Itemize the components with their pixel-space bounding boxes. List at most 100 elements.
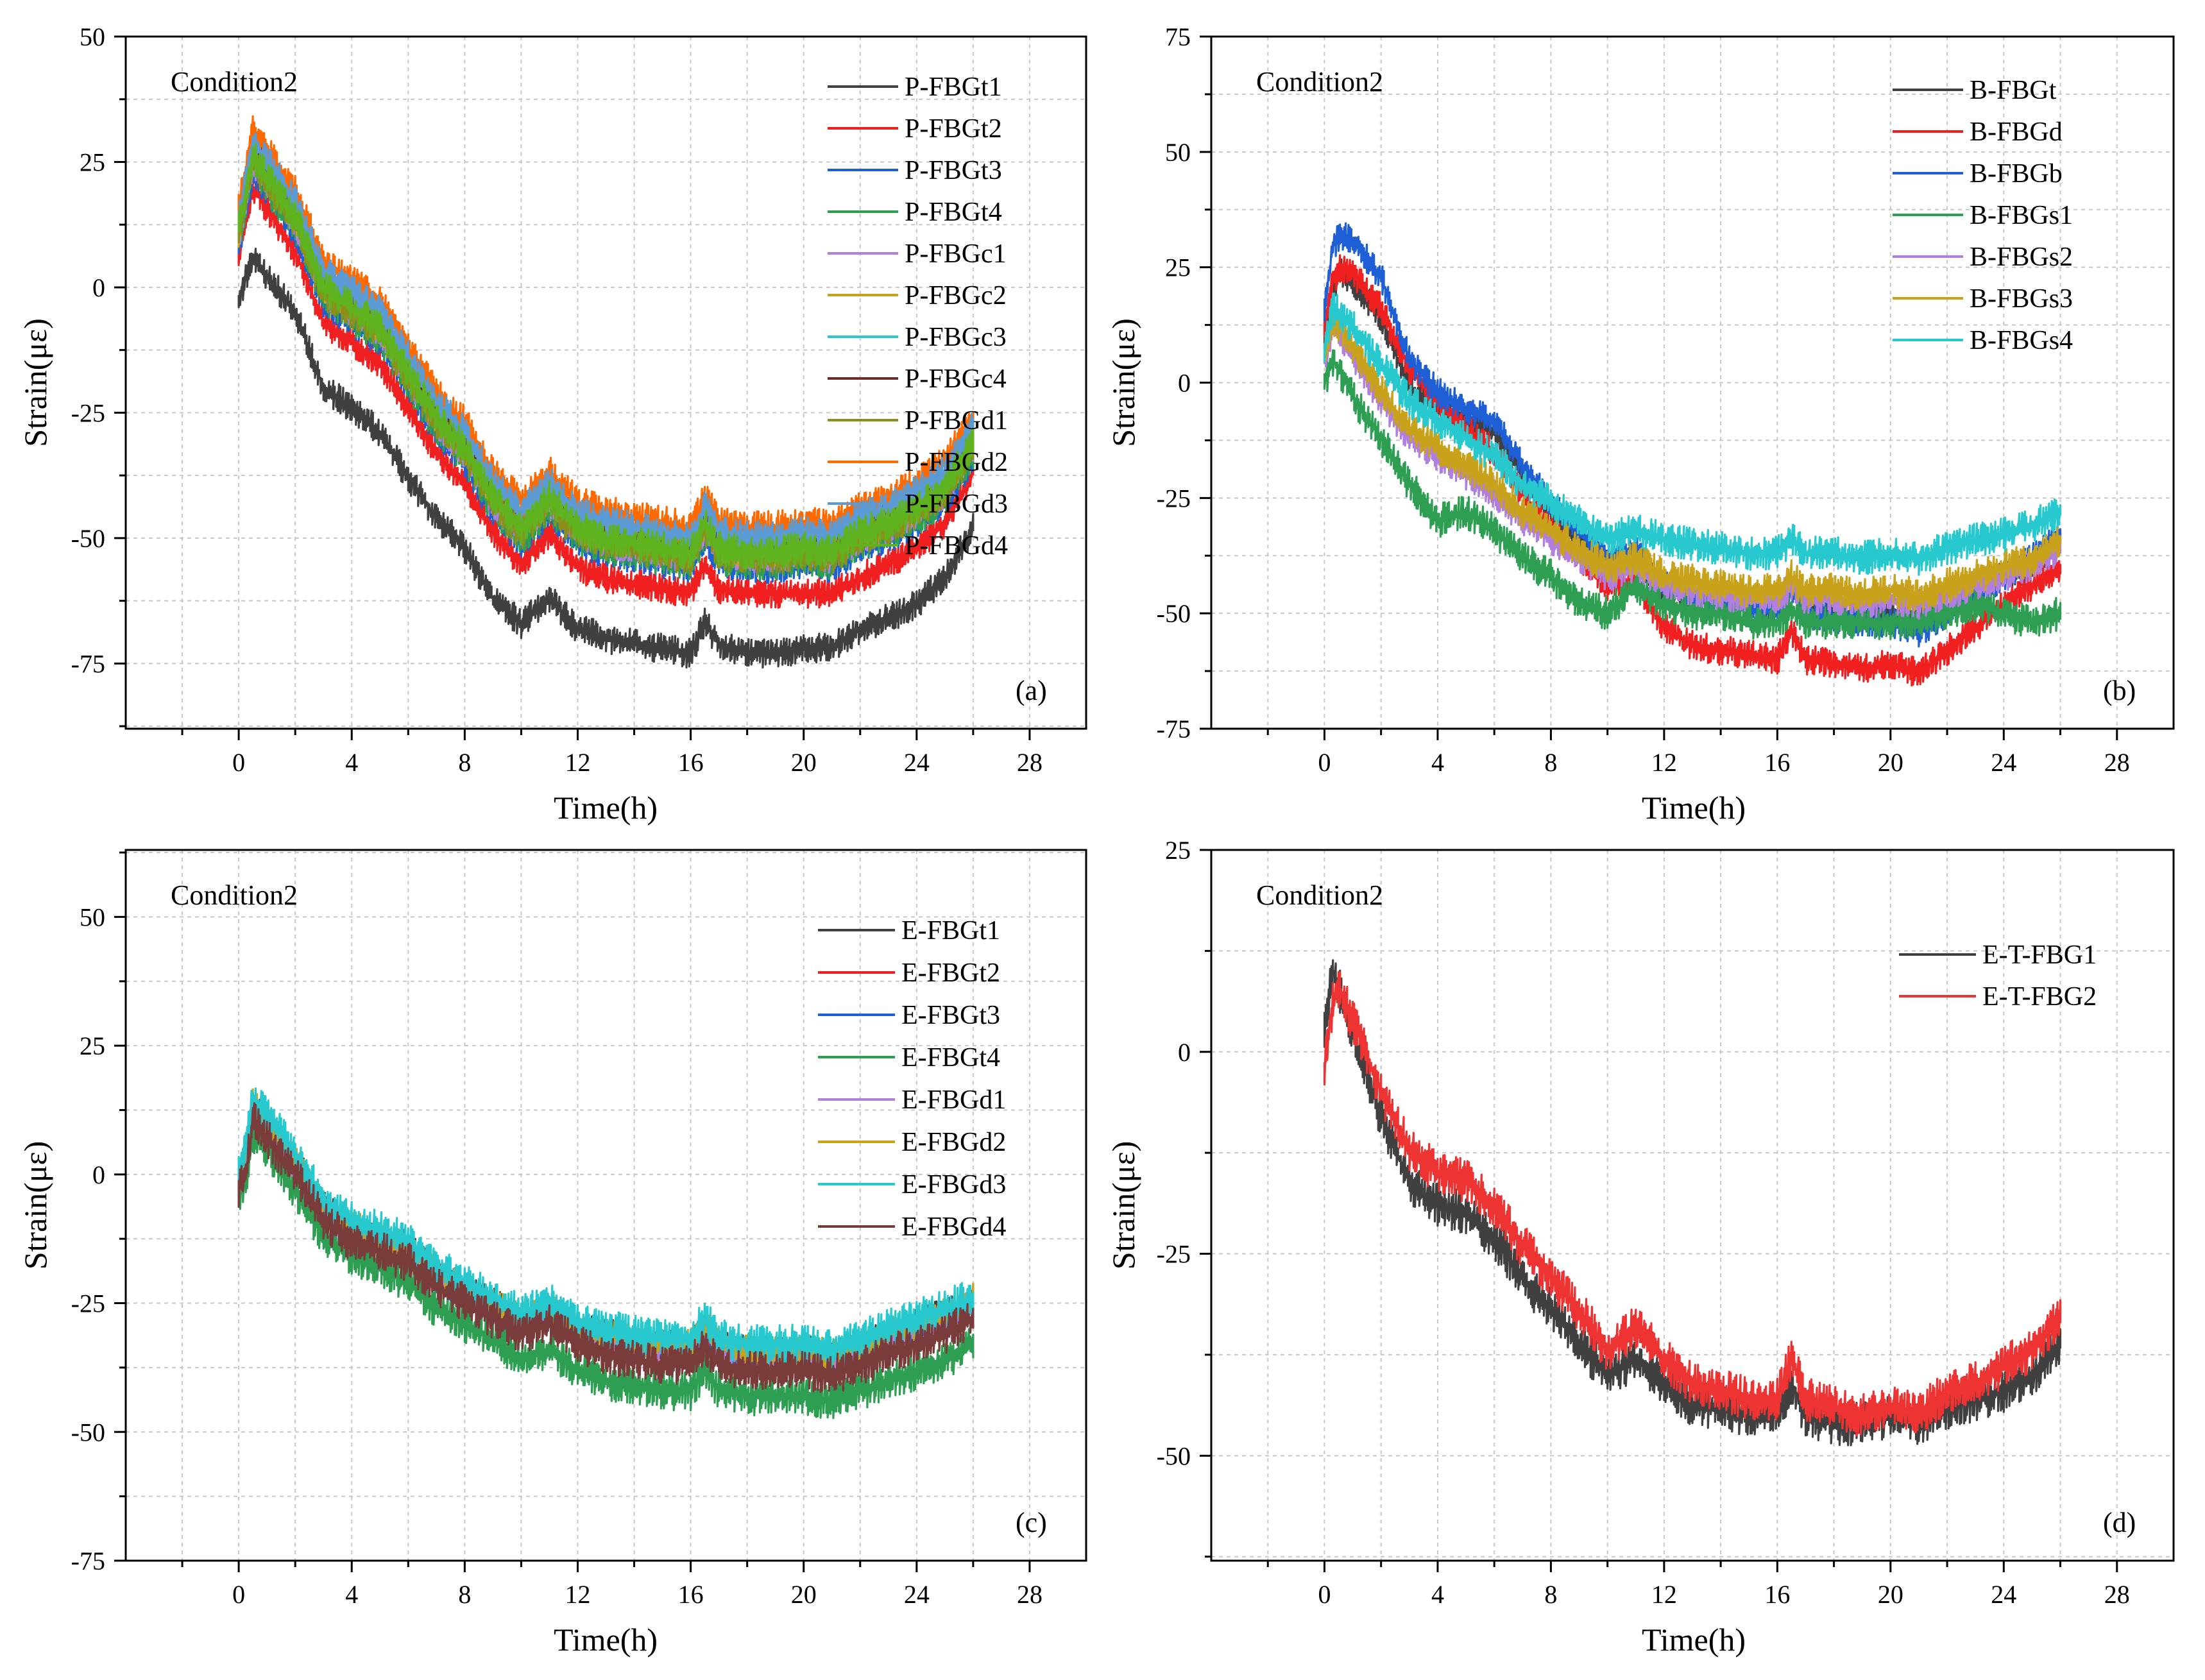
legend-label: P-FBGt3 <box>905 156 1002 185</box>
x-tick-label: 20 <box>791 748 817 777</box>
x-tick-label: 24 <box>1991 1580 2016 1609</box>
legend-label: B-FBGs2 <box>1970 242 2073 272</box>
x-tick-label: 20 <box>791 1580 817 1609</box>
y-tick-label: 50 <box>1165 138 1191 167</box>
condition-annotation: Condition2 <box>1256 66 1383 98</box>
panel-label: (c) <box>1016 1507 1047 1538</box>
legend-label: B-FBGs4 <box>1970 326 2073 355</box>
x-tick-label: 0 <box>232 748 245 777</box>
legend-label: E-FBGt1 <box>901 916 1000 946</box>
panel-label: (d) <box>2103 1507 2136 1538</box>
legend: E-T-FBG1 E-T-FBG2 <box>1899 940 2097 1012</box>
x-axis-title: Time(h) <box>1642 1622 1746 1658</box>
series-line-p-fbgd4 <box>237 142 975 570</box>
x-tick-label: 24 <box>904 748 930 777</box>
legend-label: P-FBGc2 <box>905 281 1007 310</box>
x-tick-label: 28 <box>2104 748 2130 777</box>
y-tick-label: -75 <box>71 1547 105 1575</box>
y-tick-label: -25 <box>1157 1240 1191 1269</box>
x-tick-label: 4 <box>345 1580 358 1609</box>
panel-d: 0 4 8 12 16 20 24 28 -50 -25 0 25 Time(h) Strain(με) C… <box>1105 836 2175 1658</box>
legend-label: B-FBGt <box>1970 76 2057 105</box>
plot-frame <box>124 849 1087 1562</box>
y-tick-label: -50 <box>1157 599 1191 628</box>
y-tick-label: 0 <box>1178 369 1191 398</box>
y-tick-label: -25 <box>71 398 105 427</box>
legend: E-FBGt1 E-FBGt2 E-FBGt3 E-FBGt4 E-FBGd1 E-FBG… <box>818 916 1006 1242</box>
panel-label: (a) <box>1016 675 1047 706</box>
legend-label: P-FBGd1 <box>905 406 1008 436</box>
plot-frame <box>1210 849 2175 1562</box>
legend-label: P-FBGd4 <box>905 531 1008 561</box>
x-tick-label: 4 <box>345 748 358 777</box>
legend-label: E-T-FBG2 <box>1982 982 2097 1012</box>
x-tick-label: 8 <box>458 748 471 777</box>
legend-label: E-FBGd3 <box>901 1170 1006 1200</box>
series-line-e-fbgd3 <box>237 1087 975 1369</box>
y-tick-label: -50 <box>71 524 105 553</box>
x-tick-label: 0 <box>1318 748 1331 777</box>
x-tick-label: 12 <box>565 1580 590 1609</box>
y-axis-title: Strain(με) <box>1105 318 1141 447</box>
y-tick-label: 50 <box>80 22 105 51</box>
y-axis-title: Strain(με) <box>17 1141 53 1270</box>
x-tick-label: 0 <box>1318 1580 1331 1609</box>
legend-label: B-FBGs1 <box>1970 201 2073 230</box>
y-tick-label: 25 <box>80 1031 105 1060</box>
x-tick-label: 16 <box>678 1580 704 1609</box>
panel-label: (b) <box>2103 675 2136 706</box>
y-tick-label: 0 <box>92 1160 105 1189</box>
condition-annotation: Condition2 <box>171 879 298 911</box>
x-tick-label: 8 <box>1544 748 1557 777</box>
x-axis-title: Time(h) <box>1642 790 1746 826</box>
x-tick-label: 8 <box>1544 1580 1557 1609</box>
x-tick-label: 4 <box>1431 748 1444 777</box>
condition-annotation: Condition2 <box>1256 879 1383 911</box>
panel-c: 0 4 8 12 16 20 24 28 -75 -50 -25 0 25 50 Time(h) Strain… <box>17 849 1087 1658</box>
legend: P-FBGt1 P-FBGt2 P-FBGt3 P-FBGt4 P-FBGc1 P-FBG… <box>828 72 1008 561</box>
series-group <box>237 115 975 669</box>
y-tick-label: 0 <box>1178 1038 1191 1067</box>
panel-a: 0 4 8 12 16 20 24 28 -75 -50 -25 0 25 50 Time(h) Strain… <box>17 22 1087 826</box>
x-tick-label: 12 <box>1651 748 1677 777</box>
panel-b: 0 4 8 12 16 20 24 28 -75 -50 -25 0 25 50 75 Time(h) Stra… <box>1105 22 2175 826</box>
legend-label: E-FBGd4 <box>901 1212 1006 1242</box>
legend-label: P-FBGt2 <box>905 114 1002 144</box>
legend-label: B-FBGb <box>1970 159 2063 189</box>
y-tick-label: -25 <box>1157 484 1191 513</box>
y-tick-label: -50 <box>1157 1441 1191 1470</box>
legend-label: P-FBGc3 <box>905 323 1007 352</box>
y-tick-label: 25 <box>1165 253 1191 282</box>
x-tick-label: 20 <box>1878 1580 1903 1609</box>
x-tick-label: 24 <box>904 1580 930 1609</box>
series-line-e-fbgd4 <box>237 1102 975 1393</box>
legend-label: B-FBGd <box>1970 117 2063 147</box>
y-tick-label: 75 <box>1165 22 1191 51</box>
legend-label: P-FBGc4 <box>905 364 1007 394</box>
y-tick-label: -75 <box>71 649 105 678</box>
x-tick-label: 28 <box>2104 1580 2130 1609</box>
legend-label: P-FBGd2 <box>905 448 1008 477</box>
series-line-p-fbgt1 <box>237 248 975 669</box>
legend: B-FBGt B-FBGd B-FBGb B-FBGs1 B-FBGs2 B-FBGs3 B… <box>1893 76 2073 355</box>
legend-label: E-T-FBG1 <box>1982 940 2097 970</box>
series-group <box>1323 959 2062 1447</box>
x-tick-label: 16 <box>678 748 704 777</box>
x-tick-label: 0 <box>232 1580 245 1609</box>
series-line-b-fbgs4 <box>1323 293 2062 576</box>
series-line-b-fbgs3 <box>1323 304 2062 611</box>
legend-label: P-FBGc1 <box>905 239 1007 269</box>
x-tick-label: 12 <box>565 748 590 777</box>
y-tick-label: 0 <box>92 273 105 302</box>
x-axis-title: Time(h) <box>554 1622 658 1658</box>
legend-label: B-FBGs3 <box>1970 284 2073 314</box>
y-tick-label: -50 <box>71 1418 105 1447</box>
y-tick-label: 25 <box>1165 836 1191 865</box>
x-tick-label: 28 <box>1017 748 1043 777</box>
y-axis-title: Strain(με) <box>1105 1141 1141 1270</box>
x-tick-label: 16 <box>1764 748 1790 777</box>
x-tick-label: 12 <box>1651 1580 1677 1609</box>
legend-label: E-FBGd1 <box>901 1085 1006 1115</box>
series-line-p-fbgc4 <box>237 133 975 559</box>
